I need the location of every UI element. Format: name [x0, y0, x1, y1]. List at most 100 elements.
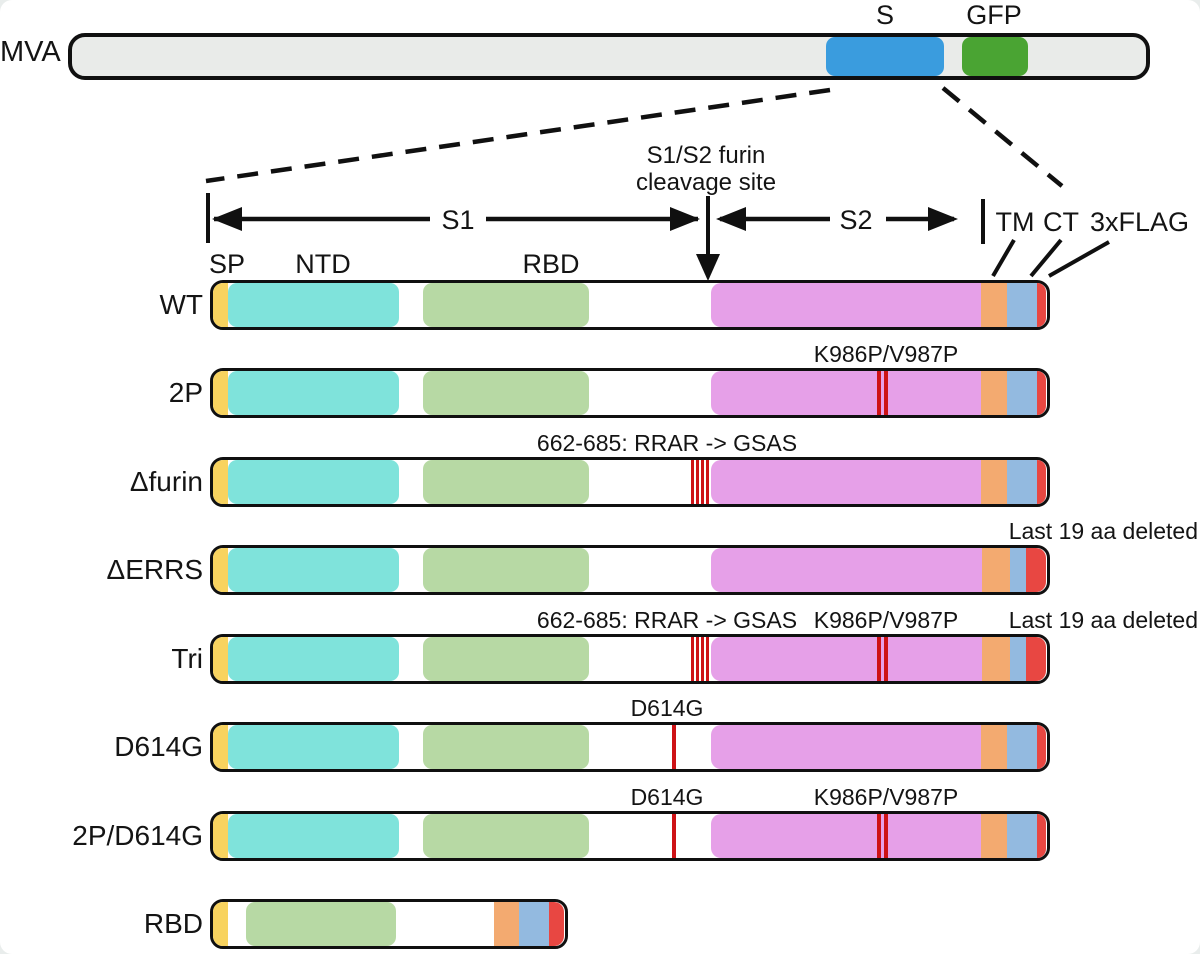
mutation-mark [672, 725, 676, 769]
segment-rbd [246, 902, 396, 946]
segment-ntd [228, 637, 399, 681]
construct-bar [210, 545, 1050, 595]
segment-tm [981, 460, 1007, 504]
segment-flag [1037, 371, 1046, 415]
segment-rbd [423, 814, 589, 858]
mutation-mark [691, 637, 694, 681]
mutation-annotation: D614G [630, 695, 704, 721]
segment-ntd [228, 725, 399, 769]
mutation-mark [701, 637, 704, 681]
segment-sp [213, 460, 228, 504]
mutation-mark [696, 637, 699, 681]
construct-row: Tri 662-685: RRAR -> GSAS K986P/V987P Last … [0, 608, 1200, 684]
construct-label: Δfurin [129, 466, 203, 497]
segment-ct [1007, 371, 1037, 415]
segment-sp [213, 371, 228, 415]
mutation-annotation: 662-685: RRAR -> GSAS [536, 430, 798, 456]
gfp-gene-block [962, 37, 1028, 76]
construct-row: RBD [0, 899, 1200, 949]
segment-sp [213, 725, 228, 769]
cleavage-site-label-line2: cleavage site [636, 169, 776, 196]
construct-row: 2P K986P/V987P [0, 342, 1200, 418]
construct-row: D614G D614G [0, 696, 1200, 772]
segment-flag [1037, 283, 1046, 327]
segment-ntd [228, 460, 399, 504]
mva-vector-label: MVA [0, 36, 61, 68]
construct-label: WT [159, 289, 203, 320]
segment-ct [1007, 460, 1037, 504]
segment-ct [1007, 814, 1037, 858]
construct-bar [210, 899, 568, 949]
construct-label: 2P [168, 377, 203, 408]
s2-region-label: S2 [839, 205, 872, 235]
mutation-annotation: K986P/V987P [813, 341, 959, 367]
segment-ct [1010, 637, 1026, 681]
construct-bar [210, 722, 1050, 772]
flag-label: 3xFLAG [1090, 207, 1189, 237]
mutation-annotation: 662-685: RRAR -> GSAS [536, 607, 798, 633]
construct-label: RBD [143, 908, 203, 939]
segment-ntd [228, 371, 399, 415]
mutation-mark [884, 637, 888, 681]
segment-s2 [711, 725, 981, 769]
mva-genome-bar [68, 33, 1150, 80]
mutation-mark [884, 814, 888, 858]
construct-label: 2P/D614G [72, 820, 203, 851]
segment-ntd [228, 814, 399, 858]
s2-arrowhead-right [928, 207, 958, 231]
segment-tm [981, 814, 1007, 858]
construct-label: D614G [114, 731, 203, 762]
segment-ct [1007, 283, 1037, 327]
segment-tm [981, 725, 1007, 769]
mutation-mark [877, 637, 881, 681]
s1-arrowhead-right [670, 207, 700, 231]
segment-ct [1007, 725, 1037, 769]
mutation-mark [877, 814, 881, 858]
mutation-mark [706, 637, 709, 681]
segment-flag [549, 902, 564, 946]
segment-sp [213, 548, 228, 592]
s-gene-block [826, 37, 944, 76]
segment-sp [213, 283, 228, 327]
mutation-annotation: Last 19 aa deleted [1008, 607, 1198, 633]
construct-row: 2P/D614G D614G K986P/V987P [0, 785, 1200, 861]
segment-tm [494, 902, 519, 946]
s1-region-label: S1 [441, 205, 474, 235]
segment-s2 [711, 637, 982, 681]
mutation-mark [701, 460, 704, 504]
construct-bar [210, 368, 1050, 418]
segment-tm [981, 283, 1007, 327]
segment-ct [1010, 548, 1026, 592]
segment-flag [1026, 637, 1046, 681]
segment-flag [1037, 725, 1046, 769]
segment-s2 [711, 283, 981, 327]
flag-pointer-line [1048, 240, 1110, 278]
segment-sp [213, 637, 228, 681]
mutation-annotation: Last 19 aa deleted [1008, 518, 1198, 544]
construct-bar [210, 811, 1050, 861]
ntd-domain-label: NTD [295, 249, 351, 279]
construct-bar [210, 457, 1050, 507]
mutation-annotation: D614G [630, 784, 704, 810]
segment-flag [1026, 548, 1046, 592]
segment-ntd [228, 283, 399, 327]
segment-tm [982, 548, 1010, 592]
mutation-annotation: K986P/V987P [813, 784, 959, 810]
segment-s2 [711, 371, 981, 415]
mutation-mark [877, 371, 881, 415]
segment-sp [213, 814, 228, 858]
cleavage-site-label-line1: S1/S2 furin [647, 142, 766, 169]
s2-arrowhead-left [716, 207, 746, 231]
construct-row: WT [0, 280, 1200, 330]
segment-rbd [423, 283, 589, 327]
mutation-mark [706, 460, 709, 504]
segment-flag [1037, 814, 1046, 858]
mutation-mark [884, 371, 888, 415]
s1-arrowhead-left [212, 207, 242, 231]
segment-rbd [423, 548, 589, 592]
segment-s2 [711, 548, 982, 592]
construct-label: ΔERRS [106, 554, 204, 585]
mutation-annotation: K986P/V987P [813, 607, 959, 633]
tm-label: TM [996, 207, 1035, 237]
